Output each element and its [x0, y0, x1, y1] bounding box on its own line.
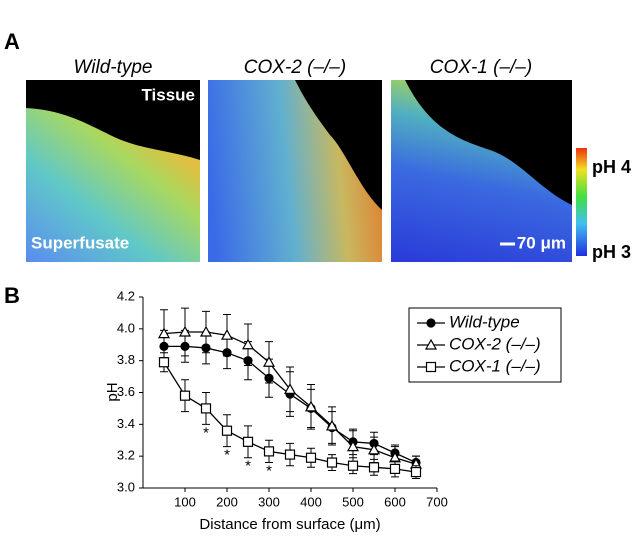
- micrograph: [391, 80, 572, 262]
- image-label: Tissue: [141, 85, 195, 104]
- marker: [220, 328, 234, 340]
- image-title: COX-2 (–/–): [244, 57, 346, 78]
- marker: [346, 440, 360, 452]
- image-title: COX-1 (–/–): [430, 57, 532, 78]
- x-tick-label: 300: [258, 494, 280, 509]
- marker: [284, 449, 296, 460]
- x-tick-label: 700: [426, 494, 448, 509]
- marker: [326, 457, 338, 468]
- image-label: Superfusate: [31, 233, 129, 252]
- y-tick-label: 3.4: [117, 416, 135, 431]
- y-tick-label: 3.0: [117, 479, 135, 494]
- marker: [242, 436, 254, 447]
- legend-label: COX-1 (–/–): [449, 356, 541, 375]
- marker: [325, 419, 339, 431]
- x-tick-label: 200: [216, 494, 238, 509]
- annotation: *: [245, 458, 251, 475]
- y-tick-label: 3.2: [117, 448, 135, 463]
- x-tick-label: 500: [342, 494, 364, 509]
- x-tick-label: 600: [384, 494, 406, 509]
- marker: [389, 463, 401, 474]
- marker: [425, 361, 437, 373]
- marker: [199, 325, 213, 337]
- marker: [347, 460, 359, 471]
- colorbar-label: pH 4: [592, 157, 631, 177]
- marker: [368, 462, 380, 473]
- marker: [424, 338, 438, 350]
- marker: [158, 357, 170, 368]
- marker: [221, 425, 233, 436]
- colorbar-label: pH 3: [592, 242, 631, 262]
- x-tick-label: 400: [300, 494, 322, 509]
- marker: [410, 466, 422, 478]
- image-title: Wild-type: [73, 57, 152, 78]
- y-axis-label: pH: [104, 382, 121, 401]
- marker: [426, 318, 436, 328]
- x-axis-label: Distance from surface (μm): [199, 516, 380, 533]
- marker: [305, 452, 317, 463]
- marker: [200, 403, 212, 414]
- legend-label: Wild-type: [449, 312, 520, 331]
- x-tick-label: 100: [174, 494, 196, 509]
- marker: [263, 446, 275, 457]
- marker: [304, 400, 318, 412]
- y-tick-label: 3.8: [117, 352, 135, 367]
- y-tick-label: 4.0: [117, 320, 135, 335]
- colorbar: [576, 148, 587, 256]
- panel-label: A: [4, 29, 20, 54]
- marker: [179, 390, 191, 401]
- marker: [241, 338, 255, 350]
- marker: [283, 383, 297, 394]
- annotation: *: [266, 463, 272, 480]
- marker: [262, 356, 276, 367]
- legend-label: COX-2 (–/–): [449, 334, 541, 353]
- series: [158, 352, 422, 479]
- micrograph: [208, 80, 382, 262]
- marker: [367, 443, 381, 455]
- panel-label: B: [4, 283, 20, 308]
- annotation: *: [203, 424, 209, 441]
- y-tick-label: 4.2: [117, 288, 135, 303]
- scale-bar-label: 70 μm: [517, 233, 566, 252]
- y-tick-label: 3.6: [117, 384, 135, 399]
- marker: [157, 327, 171, 339]
- micrograph: [26, 80, 200, 262]
- annotation: *: [224, 447, 230, 464]
- marker: [178, 325, 192, 337]
